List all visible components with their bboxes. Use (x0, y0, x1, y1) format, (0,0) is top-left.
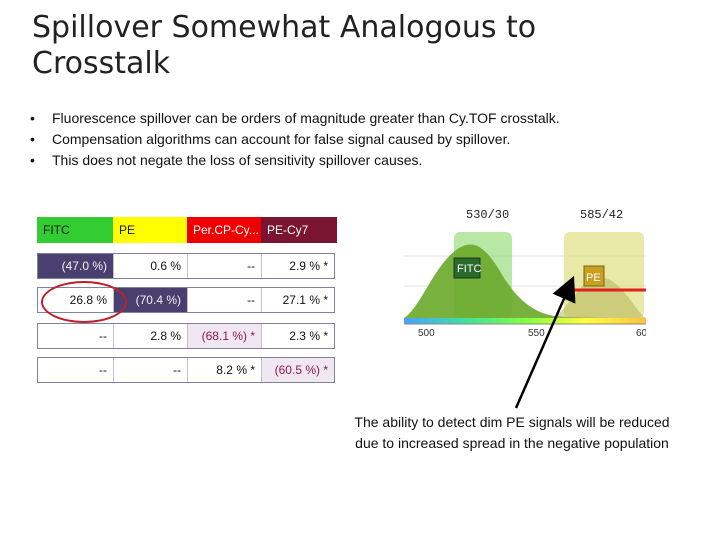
matrix-header: FITC PE Per.CP-Cy... PE-Cy7 (37, 217, 337, 243)
highlight-circle (41, 281, 127, 323)
tick-label: 550 (528, 328, 545, 339)
matrix-cell: 2.3 % * (289, 329, 328, 343)
matrix-cell: (68.1 %) * (188, 324, 262, 348)
emission-spectrum: FITC PE 500 550 60 (404, 226, 646, 339)
matrix-cell: -- (114, 358, 188, 382)
bullet-3: This does not negate the loss of sensiti… (30, 150, 700, 171)
matrix-cell: (60.5 %) * (262, 358, 334, 382)
matrix-cell: -- (188, 288, 262, 312)
matrix-cell: -- (38, 358, 114, 382)
filter-label-585: 585/42 (580, 208, 624, 222)
matrix-cell: 8.2 % * (188, 358, 262, 382)
matrix-cell: 2.9 % * (289, 259, 328, 273)
bullet-list: Fluorescence spillover can be orders of … (30, 108, 700, 171)
filter-label-530: 530/30 (466, 208, 510, 222)
pe-peak-label: PE (586, 272, 601, 284)
matrix-row: (47.0 %) 0.6 % -- 2.9 % * (37, 253, 335, 279)
matrix-row: -- 2.8 % (68.1 %) * 2.3 % * (37, 323, 335, 349)
pe-peak-tag (583, 265, 605, 287)
matrix-cell: 0.6 % (114, 254, 188, 278)
wavelength-spectrum-bar (404, 318, 646, 324)
header-pecy7: PE-Cy7 (261, 217, 337, 243)
fitc-peak-tag (453, 257, 481, 279)
header-percp: Per.CP-Cy... (187, 217, 261, 243)
matrix-cell: -- (38, 324, 114, 348)
bullet-1: Fluorescence spillover can be orders of … (30, 108, 700, 129)
tick-label: 500 (418, 328, 435, 339)
pe-emission-curve (554, 277, 646, 318)
header-fitc: FITC (37, 217, 113, 243)
header-pe: PE (113, 217, 187, 243)
fitc-peak-label: FITC (457, 263, 481, 275)
matrix-row: -- -- 8.2 % * (60.5 %) * (37, 357, 335, 383)
slide-title: Spillover Somewhat Analogous to Crosstal… (32, 10, 537, 81)
matrix-cell: -- (188, 254, 262, 278)
matrix-cell: (47.0 %) (38, 254, 114, 278)
bullet-2: Compensation algorithms can account for … (30, 129, 700, 150)
matrix-cell: 2.8 % (114, 324, 188, 348)
tick-label: 60 (636, 328, 646, 339)
matrix-cell: 27.1 % * (282, 293, 328, 307)
caption-text: The ability to detect dim PE signals wil… (354, 414, 670, 451)
